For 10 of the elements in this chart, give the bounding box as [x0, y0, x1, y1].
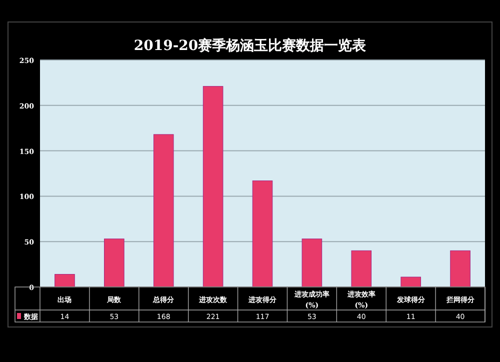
bar	[202, 86, 224, 288]
bar	[153, 134, 174, 288]
bar	[302, 238, 322, 288]
chart-title: 2019-20赛季杨涵玉比赛数据一览表	[134, 37, 368, 54]
bar	[104, 238, 124, 288]
bar	[400, 276, 421, 288]
bar	[450, 250, 470, 288]
bar	[54, 274, 75, 288]
bar	[351, 250, 372, 288]
bar	[252, 180, 273, 288]
